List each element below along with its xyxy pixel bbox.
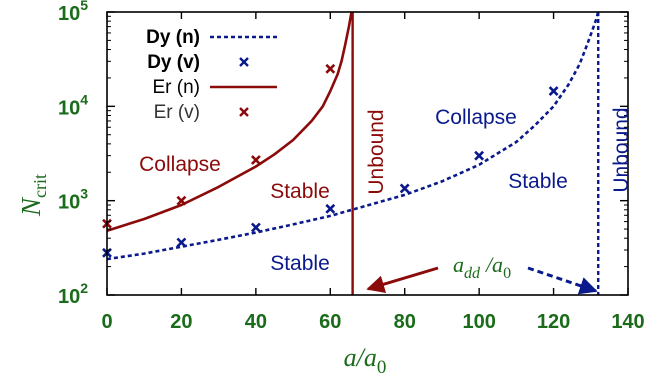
y-axis-title-sub: crit <box>30 174 50 198</box>
dy-unbound-label: Unbound <box>610 107 633 192</box>
marker-dyv-6 <box>548 86 559 97</box>
add-label-sub-0: 0 <box>503 265 511 282</box>
er-stable-label: Stable <box>270 180 330 203</box>
x-tick-label-5: 100 <box>462 311 495 333</box>
add-annotation-label: add/a0 <box>453 252 511 282</box>
legend: Dy (n) Dy (v) Er (n) Er (v) <box>146 27 277 123</box>
marker-erv-3 <box>325 63 336 74</box>
y-tick-label-3: 105 <box>58 0 88 25</box>
dy-stable-upper-label: Stable <box>508 170 568 193</box>
y-tick-base-3: 10 <box>58 3 80 25</box>
add-label-a: a <box>453 252 464 277</box>
x-axis-title: a/a0 <box>344 343 387 378</box>
x-tick-label-3: 60 <box>319 311 341 333</box>
marker-erv-2 <box>250 155 261 165</box>
y-axis-title-n: N <box>16 196 46 217</box>
er-unbound-label: Unbound <box>365 109 388 194</box>
y-axis-title: Ncrit <box>16 174 50 217</box>
y-tick-base-2: 10 <box>58 97 80 119</box>
dy-stable-lower-label: Stable <box>270 252 330 275</box>
curve-ern <box>106 11 353 232</box>
y-tick-exp-1: 3 <box>80 186 88 202</box>
x-tick-label-0: 0 <box>101 311 112 333</box>
er-collapse-label: Collapse <box>139 153 221 176</box>
add-label-sub-dd: dd <box>464 265 481 282</box>
curve-dyn <box>106 11 600 261</box>
add-arrow-right <box>527 266 598 295</box>
x-axis-title-sub: 0 <box>377 357 387 378</box>
y-tick-exp-0: 2 <box>80 280 88 296</box>
y-tick-exp-2: 4 <box>80 91 88 107</box>
marker-dyv-4 <box>399 183 410 194</box>
marker-erv-1 <box>176 195 187 206</box>
data-curves <box>106 11 600 261</box>
add-label-slash: /a <box>484 252 503 277</box>
x-axis-title-a0: a <box>364 343 377 372</box>
x-tick-label-7: 140 <box>611 311 644 333</box>
x-axis-title-slash: / <box>355 343 367 372</box>
marker-dyv-5 <box>474 150 485 161</box>
add-arrow-left <box>366 266 439 293</box>
boundary-lines <box>351 12 600 295</box>
x-tick-label-2: 40 <box>245 311 267 333</box>
dy-collapse-label: Collapse <box>435 106 517 129</box>
legend-label-er-n: Er (n) <box>153 77 201 98</box>
y-tick-label-1: 103 <box>58 186 88 214</box>
x-tick-label-6: 120 <box>537 311 570 333</box>
y-tick-label-0: 102 <box>58 280 88 308</box>
marker-dyv-2 <box>250 222 261 233</box>
legend-label-dy-n: Dy (n) <box>146 27 200 48</box>
y-tick-base-0: 10 <box>58 286 80 308</box>
x-tick-label-4: 80 <box>394 311 416 333</box>
legend-swatch-er-v <box>239 107 249 117</box>
x-tick-label-1: 20 <box>170 311 192 333</box>
y-tick-base-1: 10 <box>58 192 80 214</box>
legend-label-dy-v: Dy (v) <box>147 52 200 73</box>
x-axis-title-a: a <box>344 343 357 372</box>
y-tick-exp-3: 5 <box>80 0 88 13</box>
legend-swatch-dy-v <box>239 57 249 67</box>
y-tick-label-2: 104 <box>58 91 88 119</box>
legend-label-er-v: Er (v) <box>154 102 200 123</box>
marker-dyv-1 <box>176 237 187 248</box>
plot-frame <box>106 11 629 296</box>
marker-dyv-3 <box>325 203 336 214</box>
